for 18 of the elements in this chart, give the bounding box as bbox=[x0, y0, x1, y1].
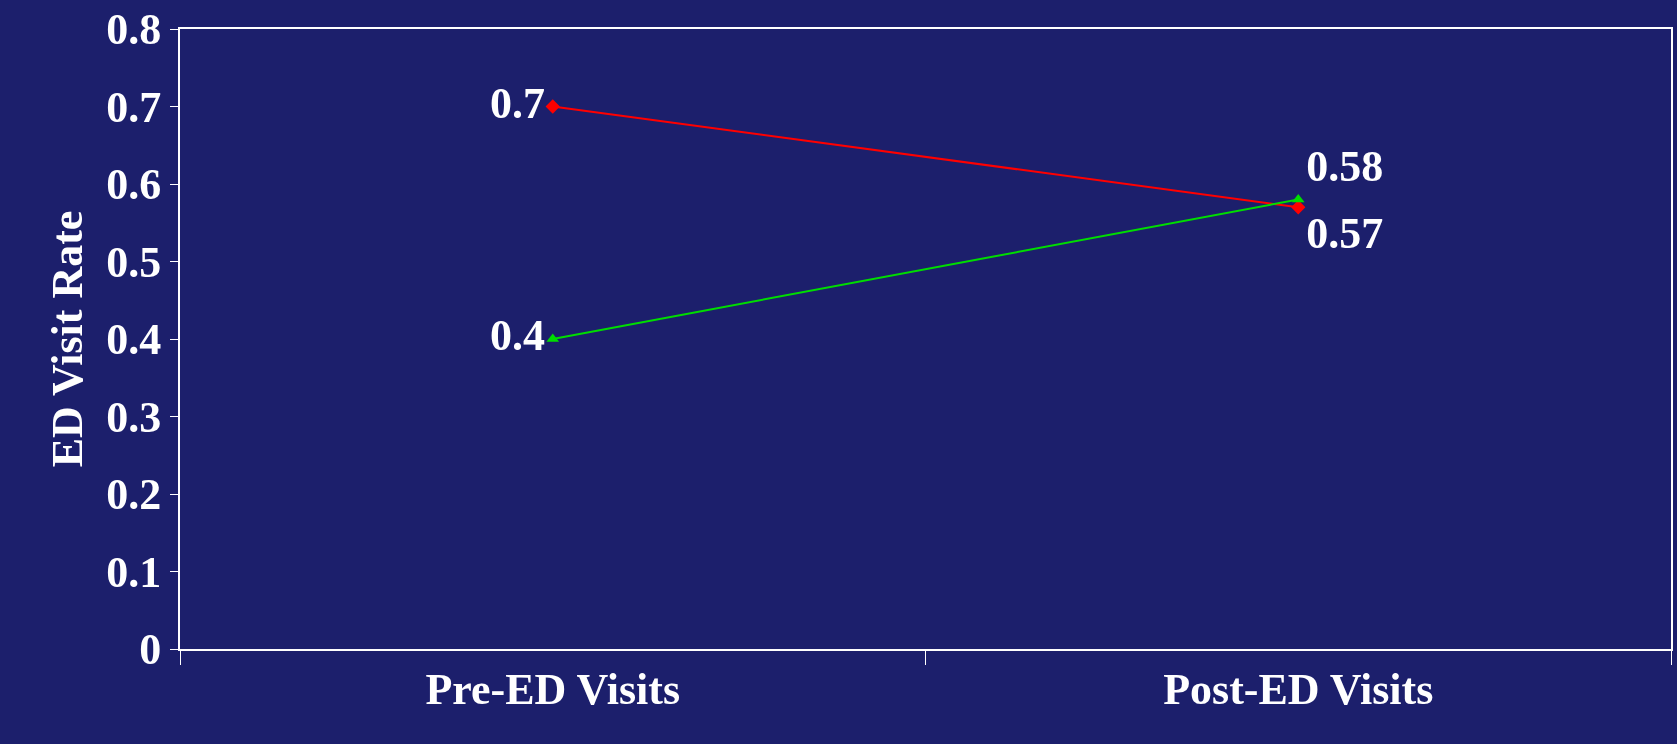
data-label: 0.4 bbox=[489, 311, 545, 360]
y-tick-label: 0.6 bbox=[106, 160, 162, 210]
data-label: 0.57 bbox=[1306, 209, 1384, 259]
y-tick-label: 0.7 bbox=[106, 82, 162, 132]
point bbox=[1291, 200, 1306, 215]
x-tick-label: Pre-ED Visits bbox=[425, 664, 681, 714]
x-tick-label: Post-ED Visits bbox=[1163, 664, 1434, 714]
data-label: 0.7 bbox=[489, 78, 545, 128]
y-tick-label: 0.3 bbox=[106, 392, 162, 442]
y-tick-label: 0.5 bbox=[106, 237, 162, 287]
y-tick-label: 0.4 bbox=[106, 315, 162, 365]
y-tick-label: 0 bbox=[139, 625, 162, 675]
y-tick-label: 0.2 bbox=[106, 470, 162, 520]
data-label: 0.58 bbox=[1306, 141, 1384, 191]
point bbox=[545, 99, 560, 114]
y-tick-label: 0.8 bbox=[106, 5, 162, 55]
y-axis-title: ED Visit Rate bbox=[42, 210, 92, 468]
y-tick-label: 0.1 bbox=[106, 547, 162, 597]
